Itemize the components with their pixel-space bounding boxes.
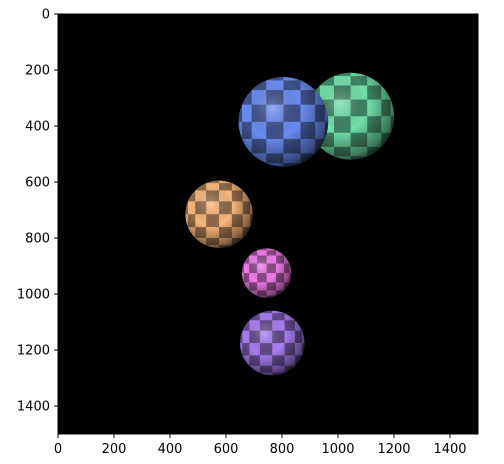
y-tick-label: 1400 xyxy=(17,400,50,415)
sphere-shading xyxy=(307,72,394,160)
plot-frame xyxy=(57,13,479,435)
y-tick-label: 400 xyxy=(25,120,50,135)
y-tick-label: 1000 xyxy=(17,288,50,303)
sphere-blue xyxy=(238,77,329,167)
x-tick-label: 1400 xyxy=(433,442,466,457)
x-tick-label: 1000 xyxy=(321,442,354,457)
x-tick-label: 0 xyxy=(54,442,62,457)
y-tick-label: 1200 xyxy=(17,344,50,359)
x-tick-label: 200 xyxy=(102,442,127,457)
x-axis: 0 200 400 600 800 1000 1200 1400 xyxy=(54,434,467,457)
y-tick-label: 600 xyxy=(25,176,50,191)
sphere-orange xyxy=(185,180,253,248)
plot-area xyxy=(185,72,394,376)
sphere-shading xyxy=(241,248,292,298)
sphere-shading xyxy=(238,77,329,167)
x-tick-label: 1200 xyxy=(377,442,410,457)
sphere-purple xyxy=(240,310,305,376)
x-tick-label: 800 xyxy=(270,442,295,457)
y-tick-label: 200 xyxy=(25,64,50,79)
x-tick-label: 400 xyxy=(158,442,183,457)
sphere-pink xyxy=(241,248,292,298)
y-tick-label: 800 xyxy=(25,232,50,247)
sphere-shading xyxy=(240,310,305,376)
y-axis: 0 200 400 600 800 1000 1200 1400 xyxy=(17,8,58,415)
y-tick-label: 0 xyxy=(42,8,50,23)
x-tick-label: 600 xyxy=(214,442,239,457)
sphere-shading xyxy=(185,180,253,248)
